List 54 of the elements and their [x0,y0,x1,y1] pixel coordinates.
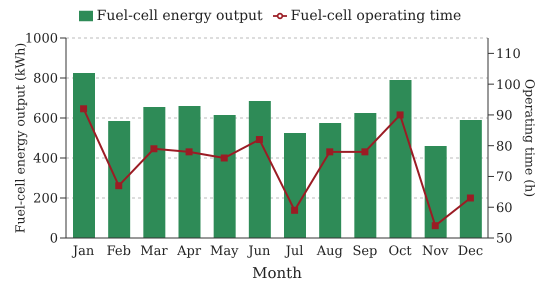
point [291,206,298,214]
x-tick-label: Nov [422,244,450,260]
bar [214,115,236,238]
bar [143,107,166,238]
y2-tick-label: 60 [496,200,513,216]
legend-label: Fuel-cell energy output [96,8,263,24]
bar [284,133,306,238]
point [361,148,368,156]
x-tick-label: Dec [458,244,484,260]
x-tick-label: May [210,244,240,260]
y2-tick-label: 80 [496,139,513,154]
x-tick-label: Aug [316,244,343,260]
x-tick-label: Oct [388,244,412,260]
y2-tick-label: 110 [496,47,521,62]
x-tick-label: Feb [106,244,131,260]
y-tick-label: 800 [33,72,58,87]
point [256,136,263,144]
y-tick-label: 0 [50,232,58,247]
x-tick-label: Sep [352,244,378,260]
bar [390,80,412,238]
y2-tick-label: 90 [496,108,513,124]
point [326,148,334,156]
bar [73,73,95,238]
point [396,111,404,118]
x-axis-title: Month [252,264,302,282]
y2-tick-label: 50 [496,232,513,247]
y-axis-title: Fuel-cell energy output (kWh) [12,42,28,234]
y2-tick-label: 100 [496,78,521,93]
bar [460,120,482,238]
point [115,182,122,190]
x-tick-label: Mar [140,244,168,260]
point [80,105,88,112]
point [220,154,228,162]
y-tick-label: 400 [33,152,58,167]
bar [178,106,200,238]
x-tick-label: Apr [176,244,202,260]
point [150,145,158,152]
bar [424,146,447,238]
bar [354,113,376,238]
y-tick-label: 600 [33,112,58,127]
x-tick-label: Jul [284,244,304,260]
y-tick-label: 200 [33,192,58,207]
bar [108,121,130,238]
x-tick-label: Jun [246,244,272,260]
point [186,148,193,156]
y2-axis-title: Operating time (h) [522,78,538,198]
x-tick-label: Jan [70,244,95,260]
legend-label: Fuel-cell operating time [290,8,462,24]
point [466,194,474,202]
point [432,222,439,230]
bar [248,101,271,238]
bar [319,123,342,238]
y2-tick-label: 70 [496,170,513,186]
y-tick-label: 1000 [24,32,58,47]
